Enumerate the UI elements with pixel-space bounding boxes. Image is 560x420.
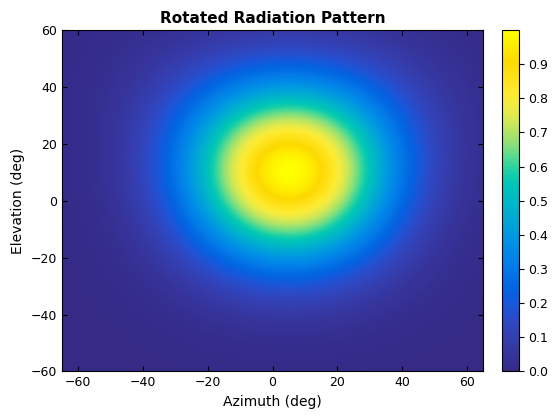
Title: Rotated Radiation Pattern: Rotated Radiation Pattern	[160, 11, 385, 26]
X-axis label: Azimuth (deg): Azimuth (deg)	[223, 395, 322, 409]
Y-axis label: Elevation (deg): Elevation (deg)	[11, 148, 25, 254]
